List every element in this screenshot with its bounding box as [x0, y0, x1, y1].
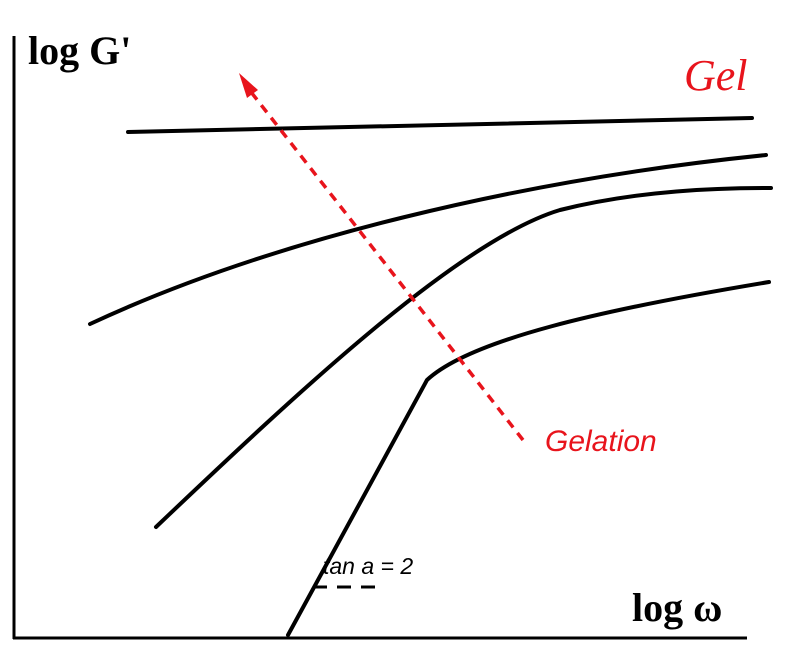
gel-label: Gel — [684, 51, 748, 100]
curve-4-liquid — [286, 280, 771, 637]
curve-2 — [88, 153, 768, 326]
gelation-arrow-line — [249, 90, 525, 442]
gelation-arrowhead — [239, 73, 258, 98]
curve-3 — [154, 186, 773, 529]
gelation-label: Gelation — [545, 425, 657, 458]
x-axis-label: log ω — [632, 585, 722, 630]
y-axis-label: log G' — [28, 28, 131, 73]
curve-gel-plateau — [126, 116, 754, 134]
slope-label: tan a = 2 — [323, 553, 413, 579]
